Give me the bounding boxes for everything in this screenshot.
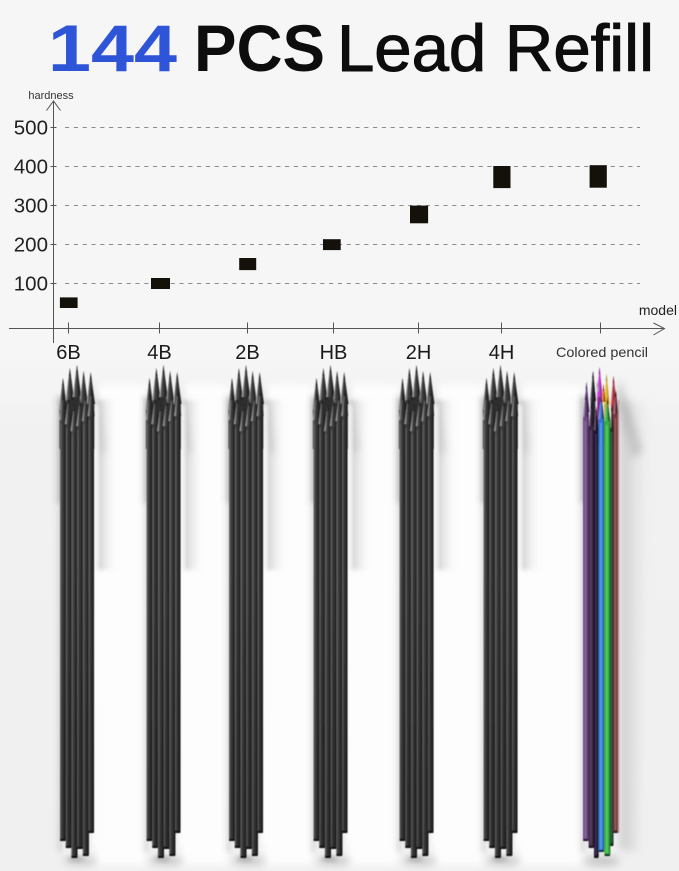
svg-text:6B: 6B	[56, 342, 80, 364]
svg-text:4B: 4B	[147, 342, 171, 364]
svg-text:2B: 2B	[235, 342, 259, 364]
svg-text:144: 144	[48, 11, 177, 85]
svg-text:model: model	[639, 302, 677, 318]
svg-text:hardness: hardness	[28, 90, 74, 102]
svg-text:400: 400	[14, 156, 48, 179]
svg-text:2H: 2H	[406, 342, 432, 364]
svg-text:200: 200	[14, 234, 48, 257]
svg-text:Colored pencil: Colored pencil	[556, 344, 648, 360]
svg-text:HB: HB	[320, 342, 348, 364]
svg-text:300: 300	[14, 195, 48, 218]
svg-text:500: 500	[14, 117, 48, 140]
svg-text:PCS: PCS	[194, 11, 325, 85]
svg-text:4H: 4H	[489, 342, 515, 364]
svg-text:100: 100	[14, 273, 48, 296]
svg-text:Lead Refill: Lead Refill	[337, 11, 654, 85]
